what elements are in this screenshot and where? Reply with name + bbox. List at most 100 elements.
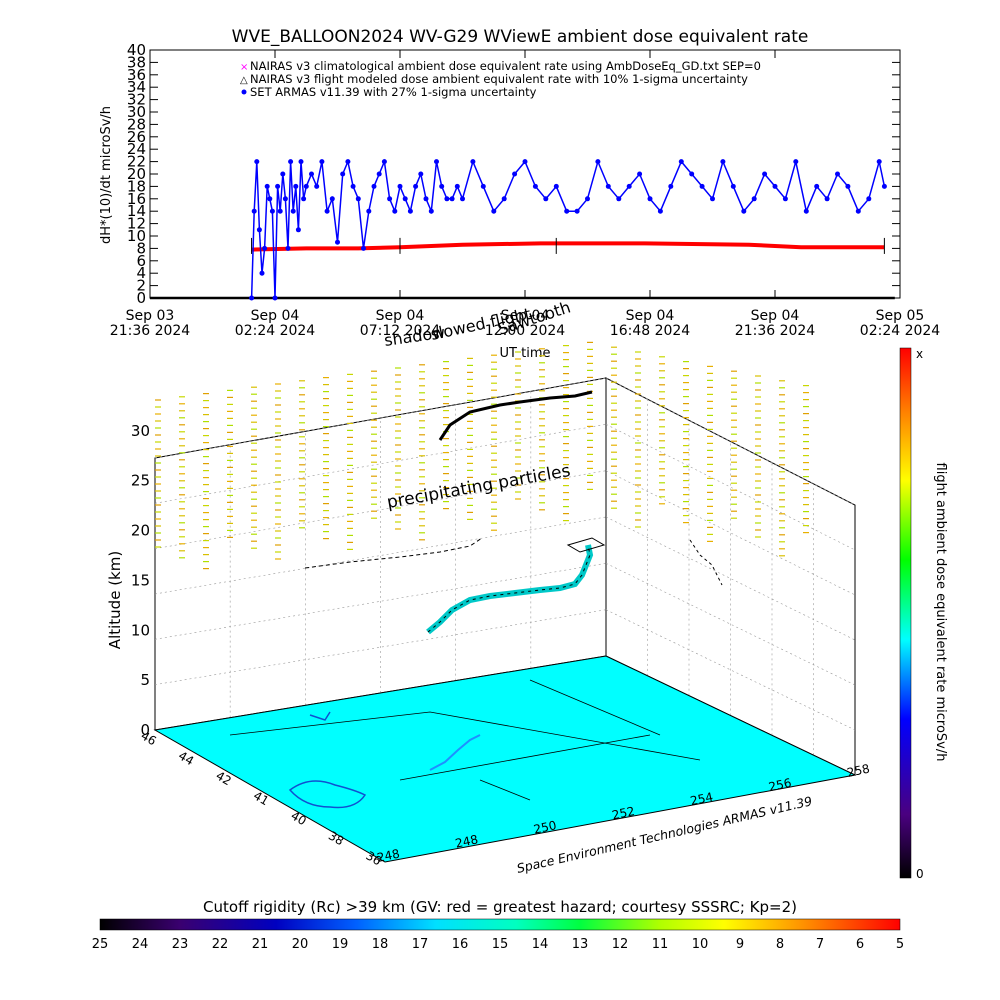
rigidity-tick: 23: [172, 937, 189, 952]
armas-point: [254, 159, 260, 165]
armas-point: [444, 196, 450, 202]
y-tick-label: 40: [127, 41, 146, 59]
longitude-tick: 258: [846, 761, 871, 779]
armas-point: [730, 183, 736, 189]
armas-point: [407, 208, 413, 214]
y-tick-label: 14: [127, 202, 146, 220]
x-tick-date: Sep 04: [751, 308, 800, 324]
armas-point: [309, 171, 314, 177]
armas-point: [574, 208, 580, 214]
armas-point: [282, 196, 288, 202]
state-border-3: [529, 679, 661, 736]
armas-point: [480, 183, 486, 189]
top-y-axis-label: dH*(10)/dt microSv/h: [99, 106, 114, 244]
armas-point: [439, 183, 445, 189]
armas-point: [491, 208, 497, 214]
flight-track-right-wall: [689, 539, 723, 586]
armas-point: [782, 196, 788, 202]
longitude-tick: 256: [767, 776, 792, 794]
y-tick-label: 18: [127, 177, 146, 195]
armas-point: [585, 196, 590, 202]
armas-point: [267, 196, 273, 202]
x-tick-time: 12:00 2024: [485, 323, 566, 339]
armas-point: [720, 159, 726, 165]
rigidity-colorbar-title: Cutoff rigidity (Rc) >39 km (GV: red = g…: [203, 898, 797, 916]
y-tick-label: 34: [127, 78, 146, 96]
longitude-tick: 248: [376, 846, 401, 864]
rigidity-tick: 17: [412, 937, 429, 952]
armas-point: [845, 183, 851, 189]
altitude-tick: 15: [131, 571, 150, 589]
armas-point: [402, 196, 408, 202]
floor-map-features: [229, 679, 701, 809]
latitude-tick: 42: [214, 768, 234, 788]
rigidity-tick: 7: [816, 937, 824, 952]
y-tick-label: 6: [136, 252, 146, 270]
armas-point: [814, 183, 820, 189]
rigidity-tick: 6: [856, 937, 864, 952]
armas-point: [345, 159, 351, 165]
series-line-1: [251, 241, 885, 252]
armas-point: [605, 183, 611, 189]
x-tick-time: 02:24 2024: [860, 323, 941, 339]
latitude-tick: 38: [326, 828, 346, 848]
state-border-1: [229, 711, 701, 761]
rigidity-tick: 14: [532, 937, 549, 952]
dose-colorbar-bar: [899, 347, 912, 879]
y-tick-label: 22: [127, 153, 146, 171]
armas-point: [259, 270, 265, 276]
armas-point: [303, 183, 309, 189]
y-tick-label: 32: [127, 91, 146, 109]
armas-point: [269, 208, 275, 214]
armas-point: [855, 208, 861, 214]
precipitating-particles-markers: [155, 341, 809, 570]
state-border-4: [479, 779, 531, 801]
y-tick-label: 30: [127, 103, 146, 121]
y-tick-label: 2: [136, 277, 146, 295]
y-tick-label: 20: [127, 165, 146, 183]
armas-point: [387, 196, 393, 202]
armas-point: [256, 227, 262, 233]
armas-point: [314, 183, 320, 189]
x-tick-date: Sep 04: [501, 308, 550, 324]
longitude-tick: 248: [454, 832, 479, 850]
armas-point: [710, 196, 715, 202]
armas-point: [470, 159, 476, 165]
armas-point: [866, 196, 872, 202]
armas-point: [376, 171, 382, 177]
y-tick-label: 16: [127, 190, 146, 208]
altitude-axis-label: Altitude (km): [106, 551, 124, 649]
armas-point: [699, 183, 705, 189]
armas-point: [543, 196, 549, 202]
legend-marker-armas: [241, 89, 247, 95]
y-tick-label: 28: [127, 115, 146, 133]
armas-point: [272, 295, 278, 301]
legend-flight-modeled: NAIRAS v3 flight modeled dose ambient eq…: [250, 72, 748, 86]
dose-rate-chart: WVE_BALLOON2024 WV-G29 WViewE ambient do…: [99, 27, 940, 361]
rigidity-tick: 16: [452, 937, 469, 952]
armas-point: [553, 183, 559, 189]
longitude-tick: 250: [532, 818, 557, 836]
x-tick-time: 21:36 2024: [110, 323, 191, 339]
armas-point: [647, 196, 653, 202]
armas-point: [335, 239, 340, 245]
armas-point: [264, 183, 270, 189]
armas-point: [428, 208, 434, 214]
altitude-tick: 0: [140, 721, 150, 739]
armas-point: [392, 208, 398, 214]
altitude-tick: 20: [131, 522, 150, 540]
legend: NAIRAS v3 climatological ambient dose eq…: [240, 59, 761, 99]
y-tick-label: 36: [127, 66, 146, 84]
rigidity-tick: 21: [252, 937, 269, 952]
x-tick-time: 16:48 2024: [610, 323, 691, 339]
armas-point: [324, 208, 330, 214]
armas-point: [295, 227, 301, 233]
armas-point: [741, 208, 747, 214]
y-tick-label: 24: [127, 140, 146, 158]
armas-point: [293, 183, 299, 189]
latitude-tick: 36: [364, 848, 384, 868]
armas-point: [285, 245, 291, 251]
armas-point: [772, 183, 778, 189]
